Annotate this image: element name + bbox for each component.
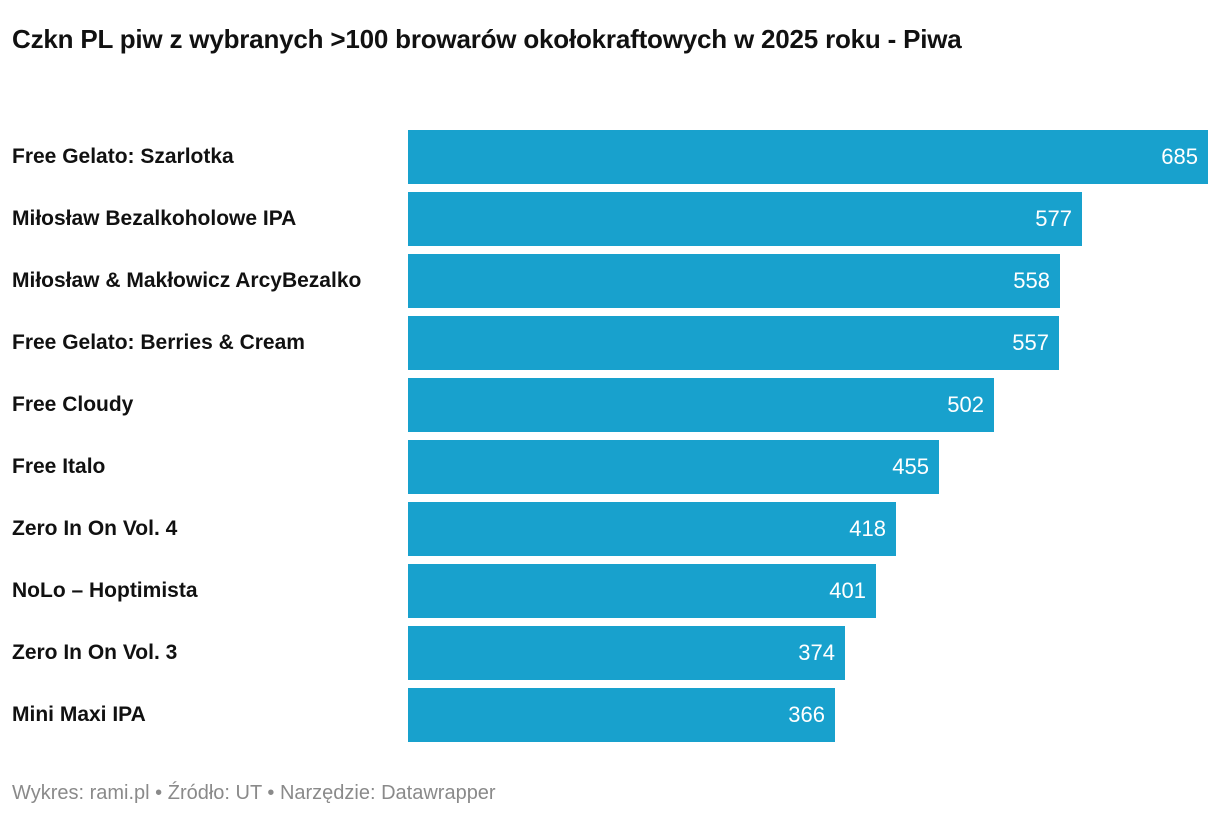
bar-row: Miłosław Bezalkoholowe IPA 577 bbox=[0, 192, 1220, 246]
category-label: Miłosław & Makłowicz ArcyBezalko bbox=[12, 269, 362, 292]
bar-value-label: 557 bbox=[1012, 330, 1049, 355]
bar-row: Zero In On Vol. 3 374 bbox=[0, 626, 1220, 680]
bar-row: Mini Maxi IPA 366 bbox=[0, 688, 1220, 742]
bar: 577 bbox=[408, 192, 1082, 246]
category-label: NoLo – Hoptimista bbox=[12, 579, 198, 602]
bar-value-label: 685 bbox=[1161, 144, 1198, 169]
bar-value-label: 374 bbox=[798, 640, 835, 665]
category-label: Miłosław Bezalkoholowe IPA bbox=[12, 207, 297, 230]
category-label: Free Cloudy bbox=[12, 393, 134, 416]
bar-value-label: 401 bbox=[829, 578, 866, 603]
category-label: Free Italo bbox=[12, 455, 106, 478]
bar-value-label: 455 bbox=[892, 454, 929, 479]
bar: 418 bbox=[408, 502, 896, 556]
bar: 558 bbox=[408, 254, 1060, 308]
bar-row: Zero In On Vol. 4 418 bbox=[0, 502, 1220, 556]
bar: 374 bbox=[408, 626, 845, 680]
bar-row: NoLo – Hoptimista 401 bbox=[0, 564, 1220, 618]
category-label: Zero In On Vol. 4 bbox=[12, 517, 178, 540]
category-label: Free Gelato: Berries & Cream bbox=[12, 331, 305, 354]
bar-row: Free Cloudy 502 bbox=[0, 378, 1220, 432]
bar: 401 bbox=[408, 564, 876, 618]
bar: 502 bbox=[408, 378, 994, 432]
bar-value-label: 502 bbox=[947, 392, 984, 417]
chart-footer: Wykres: rami.pl • Źródło: UT • Narzędzie… bbox=[12, 782, 496, 804]
bar-row: Free Italo 455 bbox=[0, 440, 1220, 494]
bar-row: Miłosław & Makłowicz ArcyBezalko 558 bbox=[0, 254, 1220, 308]
bar-row: Free Gelato: Szarlotka 685 bbox=[0, 130, 1220, 184]
bar: 366 bbox=[408, 688, 835, 742]
bar: 455 bbox=[408, 440, 939, 494]
bar: 557 bbox=[408, 316, 1059, 370]
category-label: Mini Maxi IPA bbox=[12, 703, 146, 726]
chart-title: Czkn PL piw z wybranych >100 browarów ok… bbox=[12, 24, 962, 54]
category-label: Free Gelato: Szarlotka bbox=[12, 145, 234, 168]
bar-value-label: 418 bbox=[849, 516, 886, 541]
bar-value-label: 366 bbox=[788, 702, 825, 727]
category-label: Zero In On Vol. 3 bbox=[12, 641, 178, 664]
bar: 685 bbox=[408, 130, 1208, 184]
bar-value-label: 558 bbox=[1013, 268, 1050, 293]
bar-value-label: 577 bbox=[1035, 206, 1072, 231]
bar-row: Free Gelato: Berries & Cream 557 bbox=[0, 316, 1220, 370]
